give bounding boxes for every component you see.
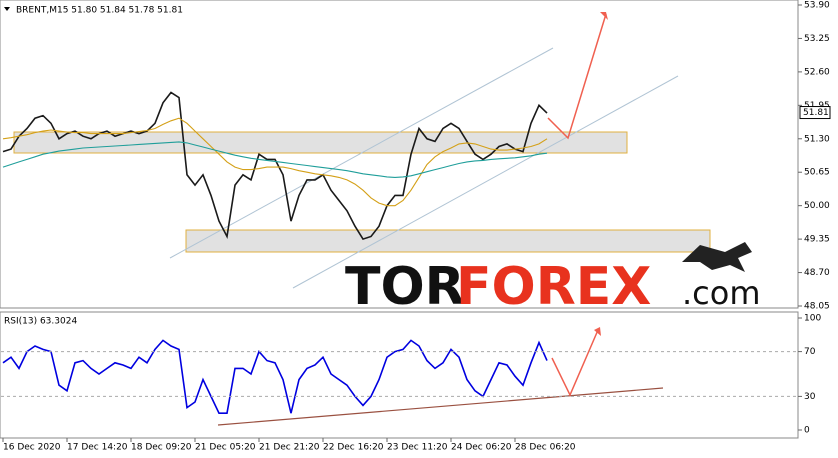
watermark-com: .com (682, 274, 761, 312)
y-tick-label: 70 (804, 347, 816, 357)
x-tick-label: 24 Dec 06:20 (451, 443, 512, 453)
support-zone (185, 229, 711, 253)
series-line (2, 141, 548, 178)
y-tick-label: 48.70 (804, 268, 830, 278)
menu-arrow (4, 7, 10, 11)
forecast-arrow (547, 13, 607, 140)
y-tick-label: 30 (804, 392, 816, 402)
series-line (2, 339, 548, 414)
arrow-head (594, 327, 601, 336)
y-tick-label: 50.00 (804, 201, 830, 211)
watermark-tor: TOR (345, 257, 465, 317)
arrow-head (600, 12, 608, 20)
y-tick-label: 51.95 (804, 101, 830, 111)
y-tick-label: 53.90 (804, 1, 830, 11)
x-tick-label: 23 Dec 11:20 (387, 443, 448, 453)
x-tick-label: 21 Dec 05:20 (195, 443, 256, 453)
x-tick-label: 18 Dec 09:20 (131, 443, 192, 453)
bull-icon (682, 242, 752, 272)
y-tick-label: 52.60 (804, 67, 830, 77)
price-title: BRENT,M15 51.80 51.84 51.78 51.81 (16, 6, 183, 16)
rsi-title: RSI(13) 63.3024 (4, 317, 77, 327)
x-tick-label: 16 Dec 2020 (3, 443, 61, 453)
rsi-forecast-arrow (551, 329, 599, 397)
price-panel (0, 0, 799, 309)
rsi-panel (0, 311, 799, 439)
x-tick-label: 21 Dec 21:20 (259, 443, 320, 453)
last-price-label: 51.81 (803, 108, 829, 118)
x-tick-label: 22 Dec 16:20 (323, 443, 384, 453)
watermark-forex: FOREX (456, 257, 651, 317)
channel-line (292, 75, 679, 289)
last-price-box (799, 106, 831, 120)
channel-line (169, 47, 554, 259)
series-line (2, 91, 548, 241)
rsi-trendline (217, 387, 664, 426)
series-line (2, 117, 548, 207)
y-tick-label: 100 (804, 314, 821, 324)
y-tick-label: 0 (804, 426, 810, 436)
y-tick-label: 51.30 (804, 134, 830, 144)
x-tick-label: 28 Dec 06:20 (515, 443, 576, 453)
x-tick-label: 17 Dec 14:20 (67, 443, 128, 453)
y-tick-label: 50.65 (804, 168, 830, 178)
y-tick-label: 48.05 (804, 302, 830, 312)
y-tick-label: 53.25 (804, 34, 830, 44)
resistance-zone (13, 131, 628, 154)
y-tick-label: 49.35 (804, 235, 830, 245)
series-layer (2, 91, 548, 414)
